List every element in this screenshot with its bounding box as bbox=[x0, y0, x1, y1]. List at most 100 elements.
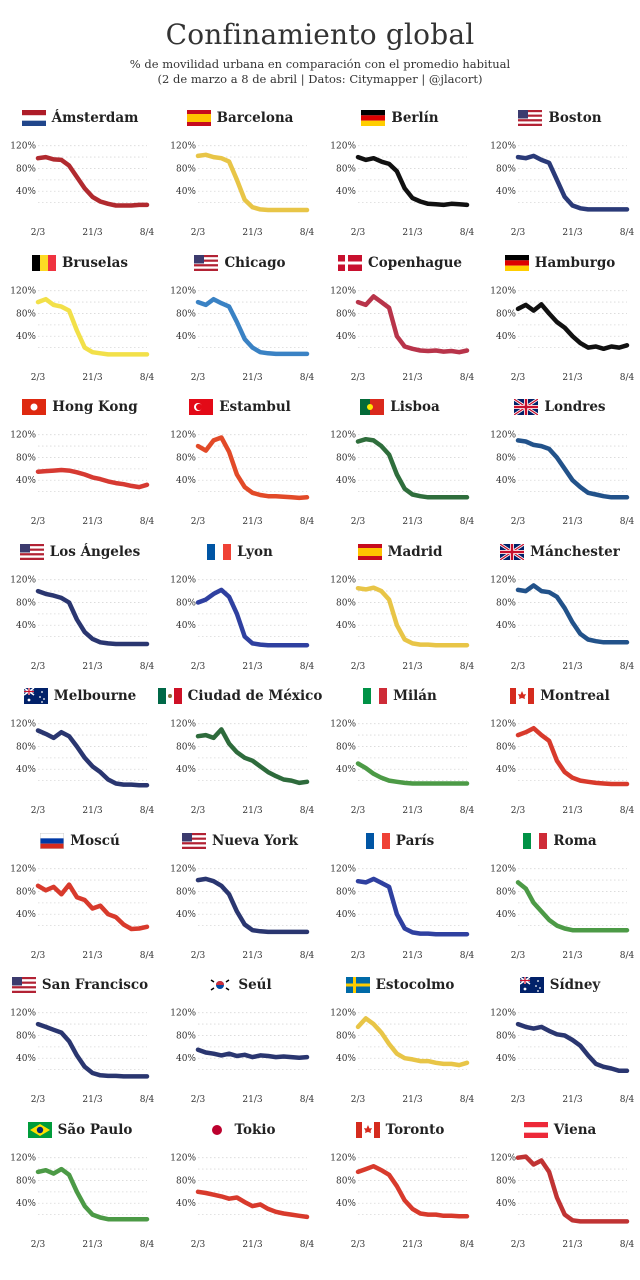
x-tick-label: 2/3 bbox=[351, 662, 366, 672]
y-tick-label: 120% bbox=[330, 575, 356, 585]
series-line-boston bbox=[515, 153, 630, 212]
x-tick-label: 8/4 bbox=[300, 662, 315, 672]
panel-roma: Roma 120% 80% 40% 2/3 21/3 8/4 bbox=[480, 823, 640, 968]
y-tick-label: 40% bbox=[336, 187, 356, 197]
line-chart: 120% 80% 40% 2/3 21/3 8/4 bbox=[490, 431, 634, 527]
flag-nl-icon bbox=[21, 110, 46, 126]
x-tick-label: 2/3 bbox=[351, 806, 366, 816]
panel-moscu: Moscú 120% 80% 40% 2/3 21/3 8/4 bbox=[0, 823, 160, 968]
panel-title: Ciudad de México bbox=[157, 686, 322, 706]
x-tick-label: 21/3 bbox=[82, 662, 102, 672]
x-tick-label: 21/3 bbox=[82, 806, 102, 816]
y-tick-label: 40% bbox=[176, 910, 196, 920]
line-chart: 120% 80% 40% 2/3 21/3 8/4 bbox=[490, 142, 634, 238]
x-tick-label: 2/3 bbox=[511, 662, 526, 672]
line-chart: 120% 80% 40% 2/3 21/3 8/4 bbox=[170, 286, 314, 383]
x-tick-label: 8/4 bbox=[620, 951, 635, 961]
panel-toronto: Toronto 120% 80% 40% 2/3 21/3 8/4 bbox=[320, 1112, 480, 1257]
x-tick-label: 2/3 bbox=[31, 806, 46, 816]
series-line-seul bbox=[195, 1047, 310, 1060]
x-tick-label: 21/3 bbox=[562, 517, 582, 527]
x-tick-label: 8/4 bbox=[620, 662, 635, 672]
y-tick-label: 40% bbox=[176, 476, 196, 486]
x-tick-label: 21/3 bbox=[562, 951, 582, 961]
y-tick-label: 120% bbox=[330, 142, 356, 152]
x-tick-label: 21/3 bbox=[82, 517, 102, 527]
y-tick-label: 80% bbox=[336, 1031, 356, 1041]
y-tick-label: 80% bbox=[176, 598, 196, 608]
x-tick-label: 2/3 bbox=[191, 1240, 206, 1250]
city-label: Barcelona bbox=[216, 110, 294, 126]
series-line-milan bbox=[355, 761, 470, 786]
line-chart: 120% 80% 40% 2/3 21/3 8/4 bbox=[330, 1153, 474, 1250]
panel-title: Copenhague bbox=[320, 253, 480, 273]
flag-ca-icon bbox=[510, 688, 535, 704]
y-tick-label: 40% bbox=[16, 187, 36, 197]
panel-paris: París 120% 80% 40% 2/3 21/3 8/4 bbox=[320, 823, 480, 968]
panel-estambul: Estambul 120% 80% 40% 2/3 21/3 8/4 bbox=[160, 389, 320, 534]
line-chart: 120% 80% 40% 2/3 21/3 8/4 bbox=[170, 1153, 315, 1250]
y-tick-label: 80% bbox=[336, 309, 356, 319]
panel-londres: Londres 120% 80% 40% 2/3 21/3 8/4 bbox=[480, 389, 640, 534]
city-label: Chicago bbox=[224, 254, 286, 271]
y-tick-label: 40% bbox=[176, 1199, 196, 1209]
flag-gb-icon bbox=[514, 399, 539, 415]
x-tick-label: 8/4 bbox=[300, 1240, 315, 1250]
x-tick-label: 8/4 bbox=[460, 662, 475, 672]
y-tick-label: 120% bbox=[330, 1153, 356, 1163]
x-tick-label: 8/4 bbox=[300, 806, 315, 816]
city-label: Londres bbox=[544, 399, 606, 415]
series-line-paris bbox=[355, 876, 470, 936]
series-line-moscu bbox=[35, 881, 150, 931]
city-label: Lyon bbox=[237, 543, 273, 560]
y-tick-label: 120% bbox=[170, 286, 196, 296]
flag-tr-icon bbox=[189, 399, 214, 415]
series-line-viena bbox=[515, 1153, 630, 1224]
line-chart: 120% 80% 40% 2/3 21/3 8/4 bbox=[330, 1009, 474, 1105]
y-tick-label: 80% bbox=[336, 164, 356, 174]
y-tick-label: 120% bbox=[170, 431, 196, 441]
y-tick-label: 120% bbox=[330, 286, 356, 296]
series-line-londres bbox=[515, 438, 630, 500]
series-line-montreal bbox=[515, 725, 630, 787]
x-tick-label: 21/3 bbox=[82, 228, 102, 238]
x-tick-label: 21/3 bbox=[402, 1240, 422, 1250]
panel-berlin: Berlín 120% 80% 40% 2/3 21/3 8/4 bbox=[320, 100, 480, 245]
city-label: São Paulo bbox=[57, 1121, 133, 1138]
panel-title: Estambul bbox=[160, 397, 320, 417]
y-tick-label: 80% bbox=[16, 742, 36, 752]
x-tick-label: 8/4 bbox=[460, 373, 475, 383]
x-tick-label: 21/3 bbox=[242, 373, 262, 383]
y-tick-label: 80% bbox=[16, 453, 36, 463]
x-tick-label: 2/3 bbox=[511, 1095, 526, 1105]
y-tick-label: 40% bbox=[16, 1054, 36, 1064]
series-line-berlin bbox=[355, 154, 470, 208]
line-chart: 120% 80% 40% 2/3 21/3 8/4 bbox=[490, 864, 635, 961]
x-tick-label: 21/3 bbox=[242, 806, 262, 816]
y-tick-label: 40% bbox=[16, 1199, 36, 1209]
y-tick-label: 120% bbox=[490, 286, 516, 296]
y-tick-label: 120% bbox=[170, 1153, 196, 1163]
y-tick-label: 80% bbox=[496, 742, 516, 752]
city-label: Lisboa bbox=[390, 399, 440, 415]
flag-ru-icon bbox=[40, 832, 65, 849]
city-label: Copenhague bbox=[368, 254, 462, 271]
panel-title: Milán bbox=[320, 686, 480, 706]
x-tick-label: 21/3 bbox=[402, 806, 422, 816]
panel-hong-kong: Hong Kong 120% 80% 40% 2/3 21/3 8/4 bbox=[0, 389, 160, 534]
y-tick-label: 120% bbox=[10, 431, 36, 441]
y-tick-label: 80% bbox=[336, 1176, 356, 1186]
city-label: Bruselas bbox=[61, 254, 128, 271]
series-line-estocolmo bbox=[355, 1016, 470, 1068]
flag-us-icon bbox=[182, 832, 206, 849]
city-label: Estocolmo bbox=[375, 977, 455, 993]
panel-title: Los Ángeles bbox=[0, 542, 160, 562]
series-line-bruselas bbox=[35, 296, 150, 357]
series-line-los-angeles bbox=[35, 588, 150, 646]
panel-montreal: Montreal 120% 80% 40% 2/3 21/3 8/4 bbox=[480, 678, 640, 823]
flag-gb-icon bbox=[500, 543, 525, 560]
panel-sidney: Sídney 120% 80% 40% 2/3 21/3 8/4 bbox=[480, 967, 640, 1112]
x-tick-label: 21/3 bbox=[242, 517, 262, 527]
y-tick-label: 120% bbox=[170, 720, 196, 730]
x-tick-label: 8/4 bbox=[140, 373, 155, 383]
